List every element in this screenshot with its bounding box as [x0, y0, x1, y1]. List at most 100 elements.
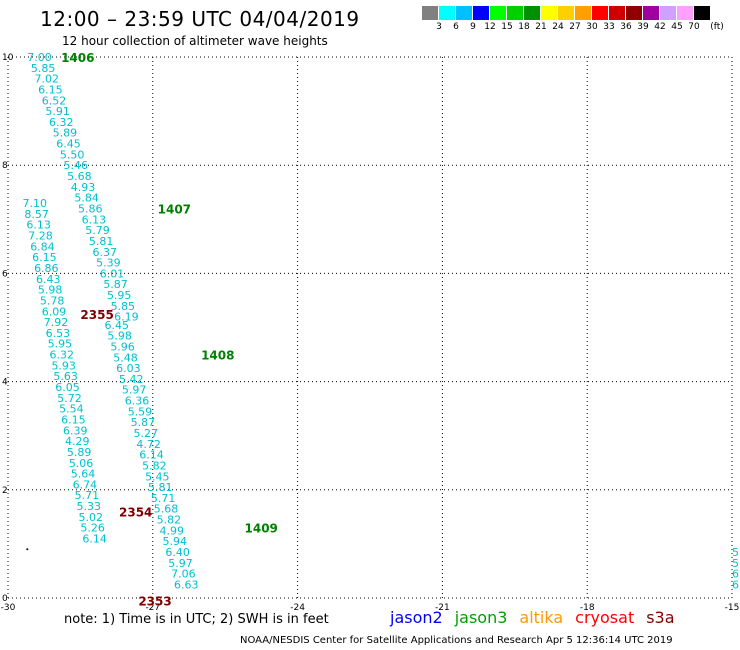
color-swatch [660, 6, 677, 20]
wave-height-value: 6.84 [30, 240, 55, 253]
wave-height-value: 7.92 [44, 316, 68, 329]
track-time-label: 2353 [138, 595, 171, 609]
color-scale-label: 39 [637, 22, 649, 32]
color-swatch [558, 6, 575, 20]
wave-height-value: 6.45 [105, 319, 129, 332]
wave-height-value: 5.95 [48, 338, 73, 351]
wave-height-value: 5.95 [107, 289, 131, 302]
color-scale-label: 33 [603, 22, 615, 32]
wave-height-value: 5.71 [151, 492, 176, 505]
wave-height-value: 5.98 [38, 284, 63, 297]
color-swatch [507, 6, 524, 20]
wave-height-value: 6.01 [100, 267, 125, 280]
wave-height-value: 5.93 [51, 359, 76, 372]
wave-height-value: 6.15 [32, 251, 57, 264]
wave-height-value: 7.00 [27, 51, 52, 64]
wave-height-value: 5.97 [122, 384, 147, 397]
wave-height-value: 5.39 [96, 257, 121, 270]
color-scale-label: 15 [501, 22, 513, 32]
track-time-label: 1409 [245, 522, 278, 536]
wave-height-value: 5.06 [69, 457, 94, 470]
color-scale-label: 21 [535, 22, 547, 32]
credit-line: NOAA/NESDIS Center for Satellite Applica… [240, 635, 673, 646]
wave-height-value: 6.43 [36, 273, 61, 286]
track-time-label: 1406 [61, 51, 94, 65]
color-scale-label: 27 [569, 22, 581, 32]
color-swatch [473, 6, 490, 20]
wave-height-value: 5.81 [148, 481, 173, 494]
wave-height-value: 5.72 [57, 392, 81, 405]
y-tick-label: 10 [2, 53, 14, 63]
wave-height-value: 7.02 [35, 73, 60, 86]
wave-height-value: 5.87 [103, 278, 128, 291]
satellite-altika: altika [519, 608, 564, 627]
color-scale-labels: 3 6 9 12 15 18 21 24 27 30 33 36 39 42 45 70 (ft) [422, 22, 740, 34]
wave-height-value: 4.72 [136, 438, 161, 451]
stray-point [26, 548, 29, 551]
wave-height-value: 6 [732, 578, 739, 591]
wave-height-value: 5.63 [53, 370, 78, 383]
wave-height-value: 5.96 [110, 340, 135, 353]
color-scale-label: 12 [484, 22, 496, 32]
wave-height-value: 5.82 [142, 459, 167, 472]
wave-height-value: 5.82 [157, 514, 182, 527]
wave-height-value: 5.79 [85, 224, 110, 237]
page-title: 12:00 – 23:59 UTC 04/04/2019 [40, 7, 360, 31]
wave-height-value: 6.15 [61, 413, 86, 426]
x-tick-label: -18 [580, 603, 595, 613]
y-tick-label: 8 [2, 161, 8, 171]
wave-height-value: 5.91 [45, 105, 69, 118]
color-swatch [643, 6, 660, 20]
color-scale-label: 9 [470, 22, 476, 32]
wave-height-value: 5.27 [133, 427, 158, 440]
wave-height-value: 6.45 [56, 138, 80, 151]
wave-height-value: 5.84 [74, 192, 99, 205]
wave-height-value: 7.06 [171, 568, 196, 581]
wave-height-value: 8.57 [24, 208, 49, 221]
satellite-cryosat: cryosat [575, 608, 635, 627]
track-time-label: 1408 [201, 349, 234, 363]
page-subtitle: 12 hour collection of altimeter wave hei… [62, 34, 328, 48]
wave-height-value: 5.78 [40, 294, 65, 307]
color-swatch [490, 6, 507, 20]
wave-height-value: 5.97 [168, 557, 193, 570]
wave-height-value: 5.48 [113, 351, 138, 364]
wave-height-value: 5.98 [107, 330, 132, 343]
color-scale-label: 24 [552, 22, 564, 32]
wave-height-value: 6.63 [174, 578, 199, 591]
wave-height-value: 6.32 [50, 349, 75, 362]
wave-height-value: 5.85 [31, 62, 56, 75]
wave-height-value: 5.89 [67, 446, 92, 459]
wave-height-value: 5.50 [60, 148, 85, 161]
color-scale-label: 42 [654, 22, 666, 32]
wave-height-value: 5.85 [111, 300, 136, 313]
x-tick-label: -24 [290, 603, 305, 613]
wave-height-value: 5.87 [131, 416, 156, 429]
wave-height-value: 5.68 [154, 503, 179, 516]
satellite-jason3: jason3 [454, 608, 508, 627]
satellite-s3a: s3a [646, 608, 675, 627]
wave-height-value: 5.02 [78, 511, 103, 524]
wave-height-value: 5.71 [75, 489, 100, 502]
wave-height-value: 6.15 [38, 83, 63, 96]
color-swatch [439, 6, 456, 20]
color-swatch [694, 6, 711, 20]
color-scale-label: 30 [586, 22, 598, 32]
color-scale-bar [422, 6, 728, 20]
y-tick-label: 2 [2, 486, 8, 496]
color-swatch [524, 6, 541, 20]
wave-height-value: 4.93 [71, 181, 96, 194]
wave-height-value: 6.14 [82, 532, 107, 545]
wave-height-value: 5.45 [145, 470, 170, 483]
wave-height-value: 6.40 [165, 546, 190, 559]
wave-height-value: 5 [732, 546, 739, 559]
satellite-legend: jason2 jason3 altika cryosat s3a [390, 608, 687, 627]
color-swatch [575, 6, 592, 20]
wave-height-value: 5.68 [67, 170, 92, 183]
wave-height-value: 5.59 [128, 405, 152, 418]
color-swatch [422, 6, 439, 20]
wave-height-value: 6.74 [73, 478, 98, 491]
wave-height-value: 4.29 [65, 435, 90, 448]
color-swatch [677, 6, 694, 20]
